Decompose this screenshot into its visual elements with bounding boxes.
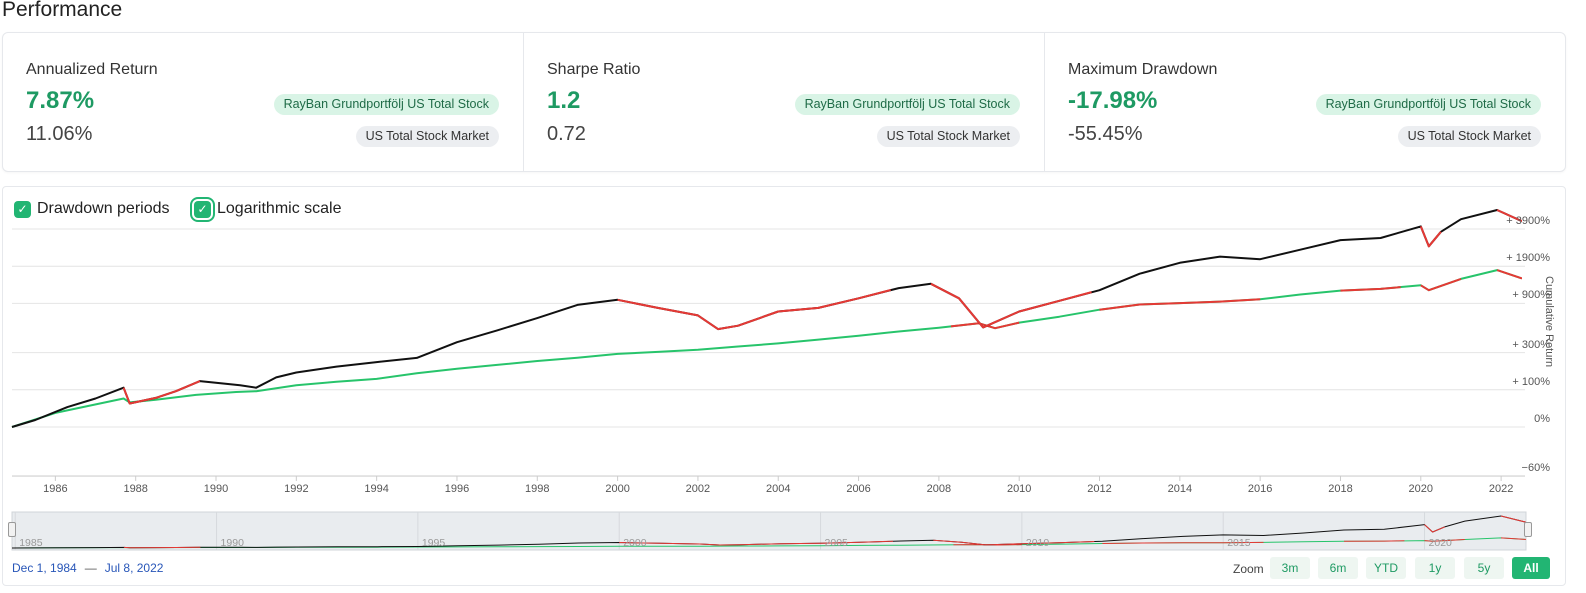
logarithmic-scale-toggle[interactable]: ✓ Logarithmic scale (190, 196, 342, 222)
navigator-drawdown-segment (1343, 540, 1405, 542)
metric-benchmark-value: 11.06% (26, 123, 93, 145)
x-tick-label: 2010 (1006, 483, 1032, 495)
portfolio-badge: RayBan Grundportfölj US Total Stock (794, 94, 1020, 115)
check-icon[interactable]: ✓ (190, 196, 215, 222)
metric-label: Annualized Return (26, 61, 158, 78)
page-title: Performance (2, 0, 123, 21)
navigator-tick-label: 2010 (1025, 537, 1050, 549)
range-end-date[interactable]: Jul 8, 2022 (104, 561, 164, 575)
metric-label: Maximum Drawdown (1068, 61, 1218, 78)
logarithmic-scale-label: Logarithmic scale (217, 200, 342, 217)
navigator-drawdown-segment (123, 546, 201, 549)
drawdown-segment (1018, 291, 1092, 313)
navigator-tick-label: 2000 (623, 537, 647, 549)
navigator-drawdown-segment (933, 539, 1022, 546)
x-tick-label: 2022 (1488, 483, 1514, 495)
metric-benchmark-value: 0.72 (547, 123, 586, 145)
drawdown-periods-label: Drawdown periods (37, 200, 170, 217)
navigator-right-handle[interactable] (1524, 522, 1532, 537)
metric-portfolio-value: 7.87% (26, 87, 95, 114)
y-tick-label: + 100% (1512, 375, 1550, 388)
x-tick-label: 2000 (605, 483, 630, 495)
x-tick-label: 2020 (1408, 483, 1434, 495)
series-line-1 (11, 269, 1522, 428)
y-tick-label: −60% (1521, 462, 1550, 475)
x-tick-label: 1992 (284, 483, 309, 495)
x-tick-label: 2014 (1167, 483, 1193, 495)
metric-sharpe-ratio: Sharpe Ratio 1.2 RayBan Grundportfölj US… (524, 33, 1045, 171)
metric-portfolio-value: -17.98% (1068, 87, 1158, 114)
zoom-all-button[interactable]: All (1512, 557, 1550, 579)
x-tick-label: 1994 (364, 483, 389, 495)
drawdown-segment (1496, 209, 1523, 222)
zoom-1y-button[interactable]: 1y (1415, 557, 1455, 579)
navigator-tick-label: 2020 (1428, 537, 1452, 549)
navigator-left-handle[interactable] (8, 522, 16, 537)
metric-annualized-return: Annualized Return 7.87% RayBan Grundport… (3, 33, 524, 171)
y-tick-label: 0% (1534, 413, 1550, 425)
series-lines (11, 209, 1523, 428)
date-range: Dec 1, 1984 — Jul 8, 2022 (12, 561, 163, 575)
y-axis-title: Cumulative Return (1543, 276, 1555, 368)
drawdown-segment (1420, 277, 1462, 292)
navigator-drawdown-segment (1424, 524, 1445, 533)
drawdown-segment (1340, 286, 1401, 292)
x-tick-label: 2002 (685, 483, 711, 495)
x-tick-label: 1988 (123, 483, 148, 495)
y-tick-label: + 1900% (1506, 252, 1550, 265)
drawdown-segment (1419, 226, 1442, 248)
navigator-drawdown-segment (1102, 541, 1264, 544)
benchmark-badge: US Total Stock Market (1397, 126, 1541, 147)
grid-lines (12, 228, 1525, 481)
zoom-ytd-button[interactable]: YTD (1366, 557, 1406, 579)
metric-portfolio-value: 1.2 (547, 87, 581, 114)
x-tick-label: 2004 (765, 483, 791, 495)
navigator-tick-label: 2005 (824, 537, 848, 549)
metric-benchmark-value: -55.45% (1068, 123, 1143, 145)
navigator-drawdown-segment (1500, 537, 1526, 540)
benchmark-badge: US Total Stock Market (355, 126, 499, 147)
range-separator: — (84, 561, 97, 575)
navigator-tick-label: 1985 (19, 537, 43, 549)
navigator-tick-label: 1995 (421, 537, 446, 549)
metric-label: Sharpe Ratio (547, 61, 641, 78)
x-tick-label: 2018 (1328, 483, 1353, 495)
navigator-drawdown-segment (1424, 539, 1465, 542)
range-start-date[interactable]: Dec 1, 1984 (12, 561, 77, 575)
navigator-tick-label: 1990 (220, 537, 244, 549)
drawdown-segment (1496, 269, 1523, 280)
drawdown-segment (617, 289, 891, 331)
zoom-5y-button[interactable]: 5y (1464, 557, 1504, 579)
drawdown-segment (1099, 298, 1261, 311)
metrics-card: Annualized Return 7.87% RayBan Grundport… (2, 32, 1566, 172)
x-tick-label: 2012 (1087, 483, 1112, 495)
drawdown-segment (930, 282, 1020, 329)
drawdown-periods-toggle[interactable]: ✓ Drawdown periods (14, 200, 170, 218)
x-tick-label: 2006 (846, 483, 871, 495)
portfolio-badge: RayBan Grundportfölj US Total Stock (273, 94, 499, 115)
zoom-label: Zoom (1233, 562, 1264, 576)
y-tick-label: + 3900% (1506, 215, 1550, 227)
portfolio-badge: RayBan Grundportfölj US Total Stock (1315, 94, 1541, 115)
check-icon[interactable]: ✓ (14, 200, 31, 218)
navigator-chart (11, 511, 1527, 551)
x-tick-label: 1998 (525, 483, 550, 495)
metric-maximum-drawdown: Maximum Drawdown -17.98% RayBan Grundpor… (1045, 33, 1565, 171)
benchmark-badge: US Total Stock Market (876, 126, 1020, 147)
navigator-tick-label: 2015 (1227, 537, 1251, 549)
y-tick-label: + 300% (1512, 338, 1550, 351)
series-line-0 (11, 209, 1522, 428)
drawdown-segment (122, 380, 201, 405)
y-tick-label: + 900% (1512, 289, 1550, 302)
zoom-6m-button[interactable]: 6m (1318, 557, 1358, 579)
x-tick-label: 2016 (1247, 483, 1273, 495)
x-tick-label: 1996 (444, 483, 470, 495)
navigator-drawdown-segment (619, 540, 894, 546)
x-tick-label: 2008 (926, 483, 952, 495)
x-tick-label: 1990 (203, 483, 229, 495)
navigator-drawdown-segment (1021, 541, 1095, 545)
x-tick-label: 1986 (43, 483, 68, 495)
zoom-3m-button[interactable]: 3m (1270, 557, 1310, 579)
